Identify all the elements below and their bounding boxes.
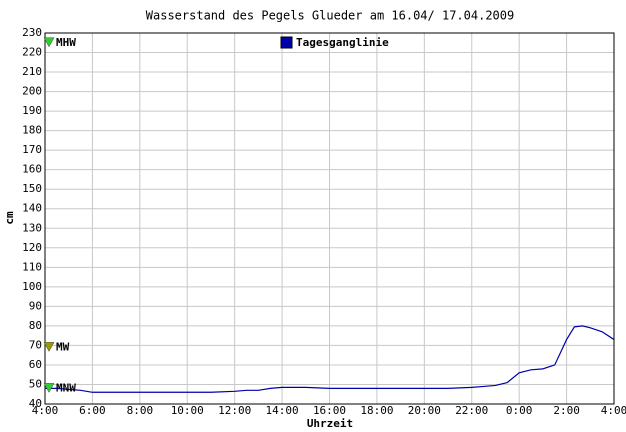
x-tick-label: 22:00: [455, 404, 488, 417]
reference-marker: [43, 383, 55, 393]
y-tick-label: 110: [22, 260, 42, 273]
legend-label: Tagesganglinie: [296, 36, 389, 49]
y-tick-label: 140: [22, 202, 42, 215]
y-tick-label: 100: [22, 280, 42, 293]
y-tick-label: 170: [22, 143, 42, 156]
x-tick-label: 4:00: [32, 404, 59, 417]
y-tick-label: 230: [22, 26, 42, 39]
x-tick-label: 10:00: [171, 404, 204, 417]
x-tick-label: 4:00: [601, 404, 626, 417]
y-tick-label: 120: [22, 241, 42, 254]
reference-marker: [43, 37, 55, 48]
x-tick-label: 16:00: [313, 404, 346, 417]
x-tick-label: 8:00: [127, 404, 154, 417]
x-tick-label: 2:00: [553, 404, 580, 417]
y-tick-label: 200: [22, 85, 42, 98]
y-tick-label: 210: [22, 65, 42, 78]
x-tick-label: 6:00: [79, 404, 106, 417]
y-tick-label: 90: [29, 299, 42, 312]
legend-swatch: [280, 36, 293, 49]
plot-frame: [44, 32, 615, 405]
y-tick-label: 220: [22, 46, 42, 59]
x-tick-label: 18:00: [360, 404, 393, 417]
x-tick-label: 12:00: [218, 404, 251, 417]
y-tick-label: 80: [29, 319, 42, 332]
y-tick-label: 190: [22, 104, 42, 117]
y-tick-label: 180: [22, 124, 42, 137]
reference-label: MHW: [56, 36, 76, 49]
y-tick-label: 50: [29, 377, 42, 390]
y-axis-label: cm: [3, 211, 16, 225]
y-tick-label: 60: [29, 358, 42, 371]
reference-marker: [43, 342, 55, 352]
y-tick-label: 160: [22, 163, 42, 176]
y-tick-label: 70: [29, 338, 42, 351]
reference-label: MW: [56, 340, 70, 353]
y-tick-label: 40: [29, 397, 42, 410]
x-tick-label: 20:00: [408, 404, 441, 417]
x-tick-label: 0:00: [506, 404, 533, 417]
reference-label: MNW: [56, 381, 76, 394]
x-tick-label: 14:00: [266, 404, 299, 417]
y-tick-label: 130: [22, 221, 42, 234]
y-tick-label: 150: [22, 182, 42, 195]
data-line: [45, 325, 615, 393]
x-axis-label: Uhrzeit: [307, 417, 353, 430]
chart-title: Wasserstand des Pegels Glueder am 16.04/…: [146, 9, 514, 23]
